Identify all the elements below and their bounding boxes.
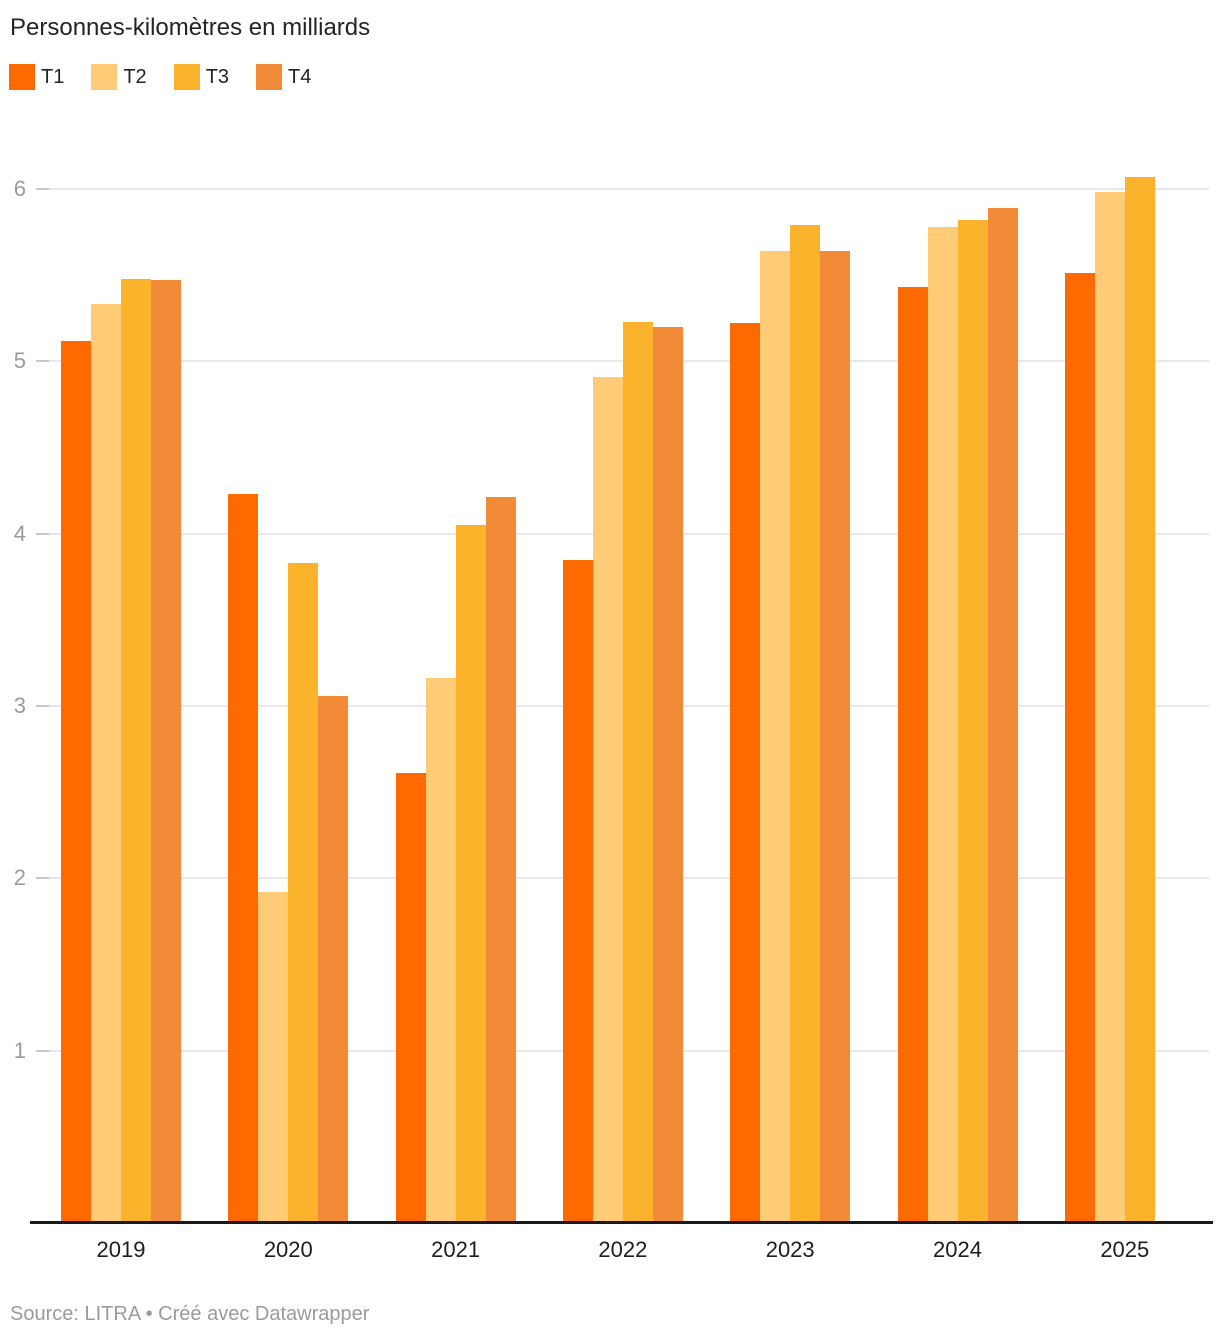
bar-2019-t3 <box>121 279 151 1223</box>
x-axis-label-2020: 2020 <box>263 1237 313 1262</box>
y-axis-label-3: 3 <box>13 693 26 719</box>
bar-2024-t3 <box>957 220 988 1223</box>
legend-swatch-t3 <box>173 64 200 90</box>
legend-item-t1: T1 <box>9 64 64 90</box>
y-tick-5 <box>36 360 49 363</box>
y-tick-6 <box>36 188 49 191</box>
bar-2021-t3 <box>455 525 486 1223</box>
x-axis-label-2022: 2022 <box>598 1237 648 1262</box>
legend-item-t4: T4 <box>256 64 311 90</box>
x-axis-line <box>30 1221 1213 1224</box>
bar-2025-t2 <box>1094 192 1125 1223</box>
bar-2019-t4 <box>151 280 181 1223</box>
y-axis-label-4: 4 <box>13 520 26 546</box>
bar-2023-t4 <box>820 251 851 1223</box>
bar-2025-t3 <box>1124 177 1155 1223</box>
gridline-y-5 <box>36 360 1209 363</box>
bar-2023-t3 <box>790 225 821 1223</box>
source-attribution: Source: LITRA • Créé avec Datawrapper <box>10 1303 370 1325</box>
bar-2020-t4 <box>318 696 349 1223</box>
legend-swatch-t2 <box>91 64 118 90</box>
bar-2022-t2 <box>592 377 623 1223</box>
plot-area: 1 2 3 4 5 6 2019 2020 2021 2022 2023 2024 2025 <box>0 140 1220 1262</box>
bar-2020-t2 <box>258 892 289 1223</box>
y-axis-label-5: 5 <box>13 348 26 374</box>
legend: T1 T2 T3 T4 <box>9 64 338 90</box>
x-axis-label-2025: 2025 <box>1100 1237 1150 1262</box>
legend-swatch-t4 <box>256 64 283 90</box>
bar-2022-t4 <box>652 327 683 1223</box>
x-axis-label-2019: 2019 <box>96 1237 146 1262</box>
bar-2023-t1 <box>730 323 761 1223</box>
legend-label: T1 <box>41 66 65 88</box>
legend-item-t2: T2 <box>91 64 147 90</box>
bar-2024-t2 <box>927 227 958 1223</box>
bar-2022-t1 <box>562 560 593 1223</box>
x-axis-label-2021: 2021 <box>431 1237 481 1262</box>
bar-2023-t2 <box>760 251 791 1223</box>
legend-swatch-t1 <box>9 64 35 90</box>
legend-label: T3 <box>205 66 230 88</box>
chart-title: Personnes-kilomètres en milliards <box>10 14 371 41</box>
bar-2019-t1 <box>61 341 91 1223</box>
y-axis-label-1: 1 <box>13 1037 26 1063</box>
bar-2021-t1 <box>395 773 426 1223</box>
bar-2024-t4 <box>987 208 1018 1223</box>
legend-item-t3: T3 <box>173 64 230 90</box>
x-axis-label-2024: 2024 <box>933 1237 982 1262</box>
bar-2020-t3 <box>288 563 319 1223</box>
y-axis-label-2: 2 <box>13 865 26 891</box>
y-tick-2 <box>36 877 49 880</box>
bar-2021-t4 <box>485 497 516 1223</box>
legend-label: T4 <box>288 66 312 88</box>
legend-label: T2 <box>123 66 147 88</box>
bar-2019-t2 <box>91 304 121 1223</box>
y-tick-4 <box>36 532 49 535</box>
gridline-y-6 <box>36 188 1209 191</box>
bar-2020-t1 <box>228 494 259 1223</box>
bar-2025-t1 <box>1064 273 1095 1223</box>
y-tick-1 <box>36 1049 49 1052</box>
bar-2024-t1 <box>897 287 928 1223</box>
y-tick-3 <box>36 705 49 708</box>
x-axis-label-2023: 2023 <box>765 1237 815 1262</box>
bar-2022-t3 <box>622 322 653 1223</box>
bar-2021-t2 <box>425 678 456 1223</box>
y-axis-label-6: 6 <box>13 176 26 202</box>
